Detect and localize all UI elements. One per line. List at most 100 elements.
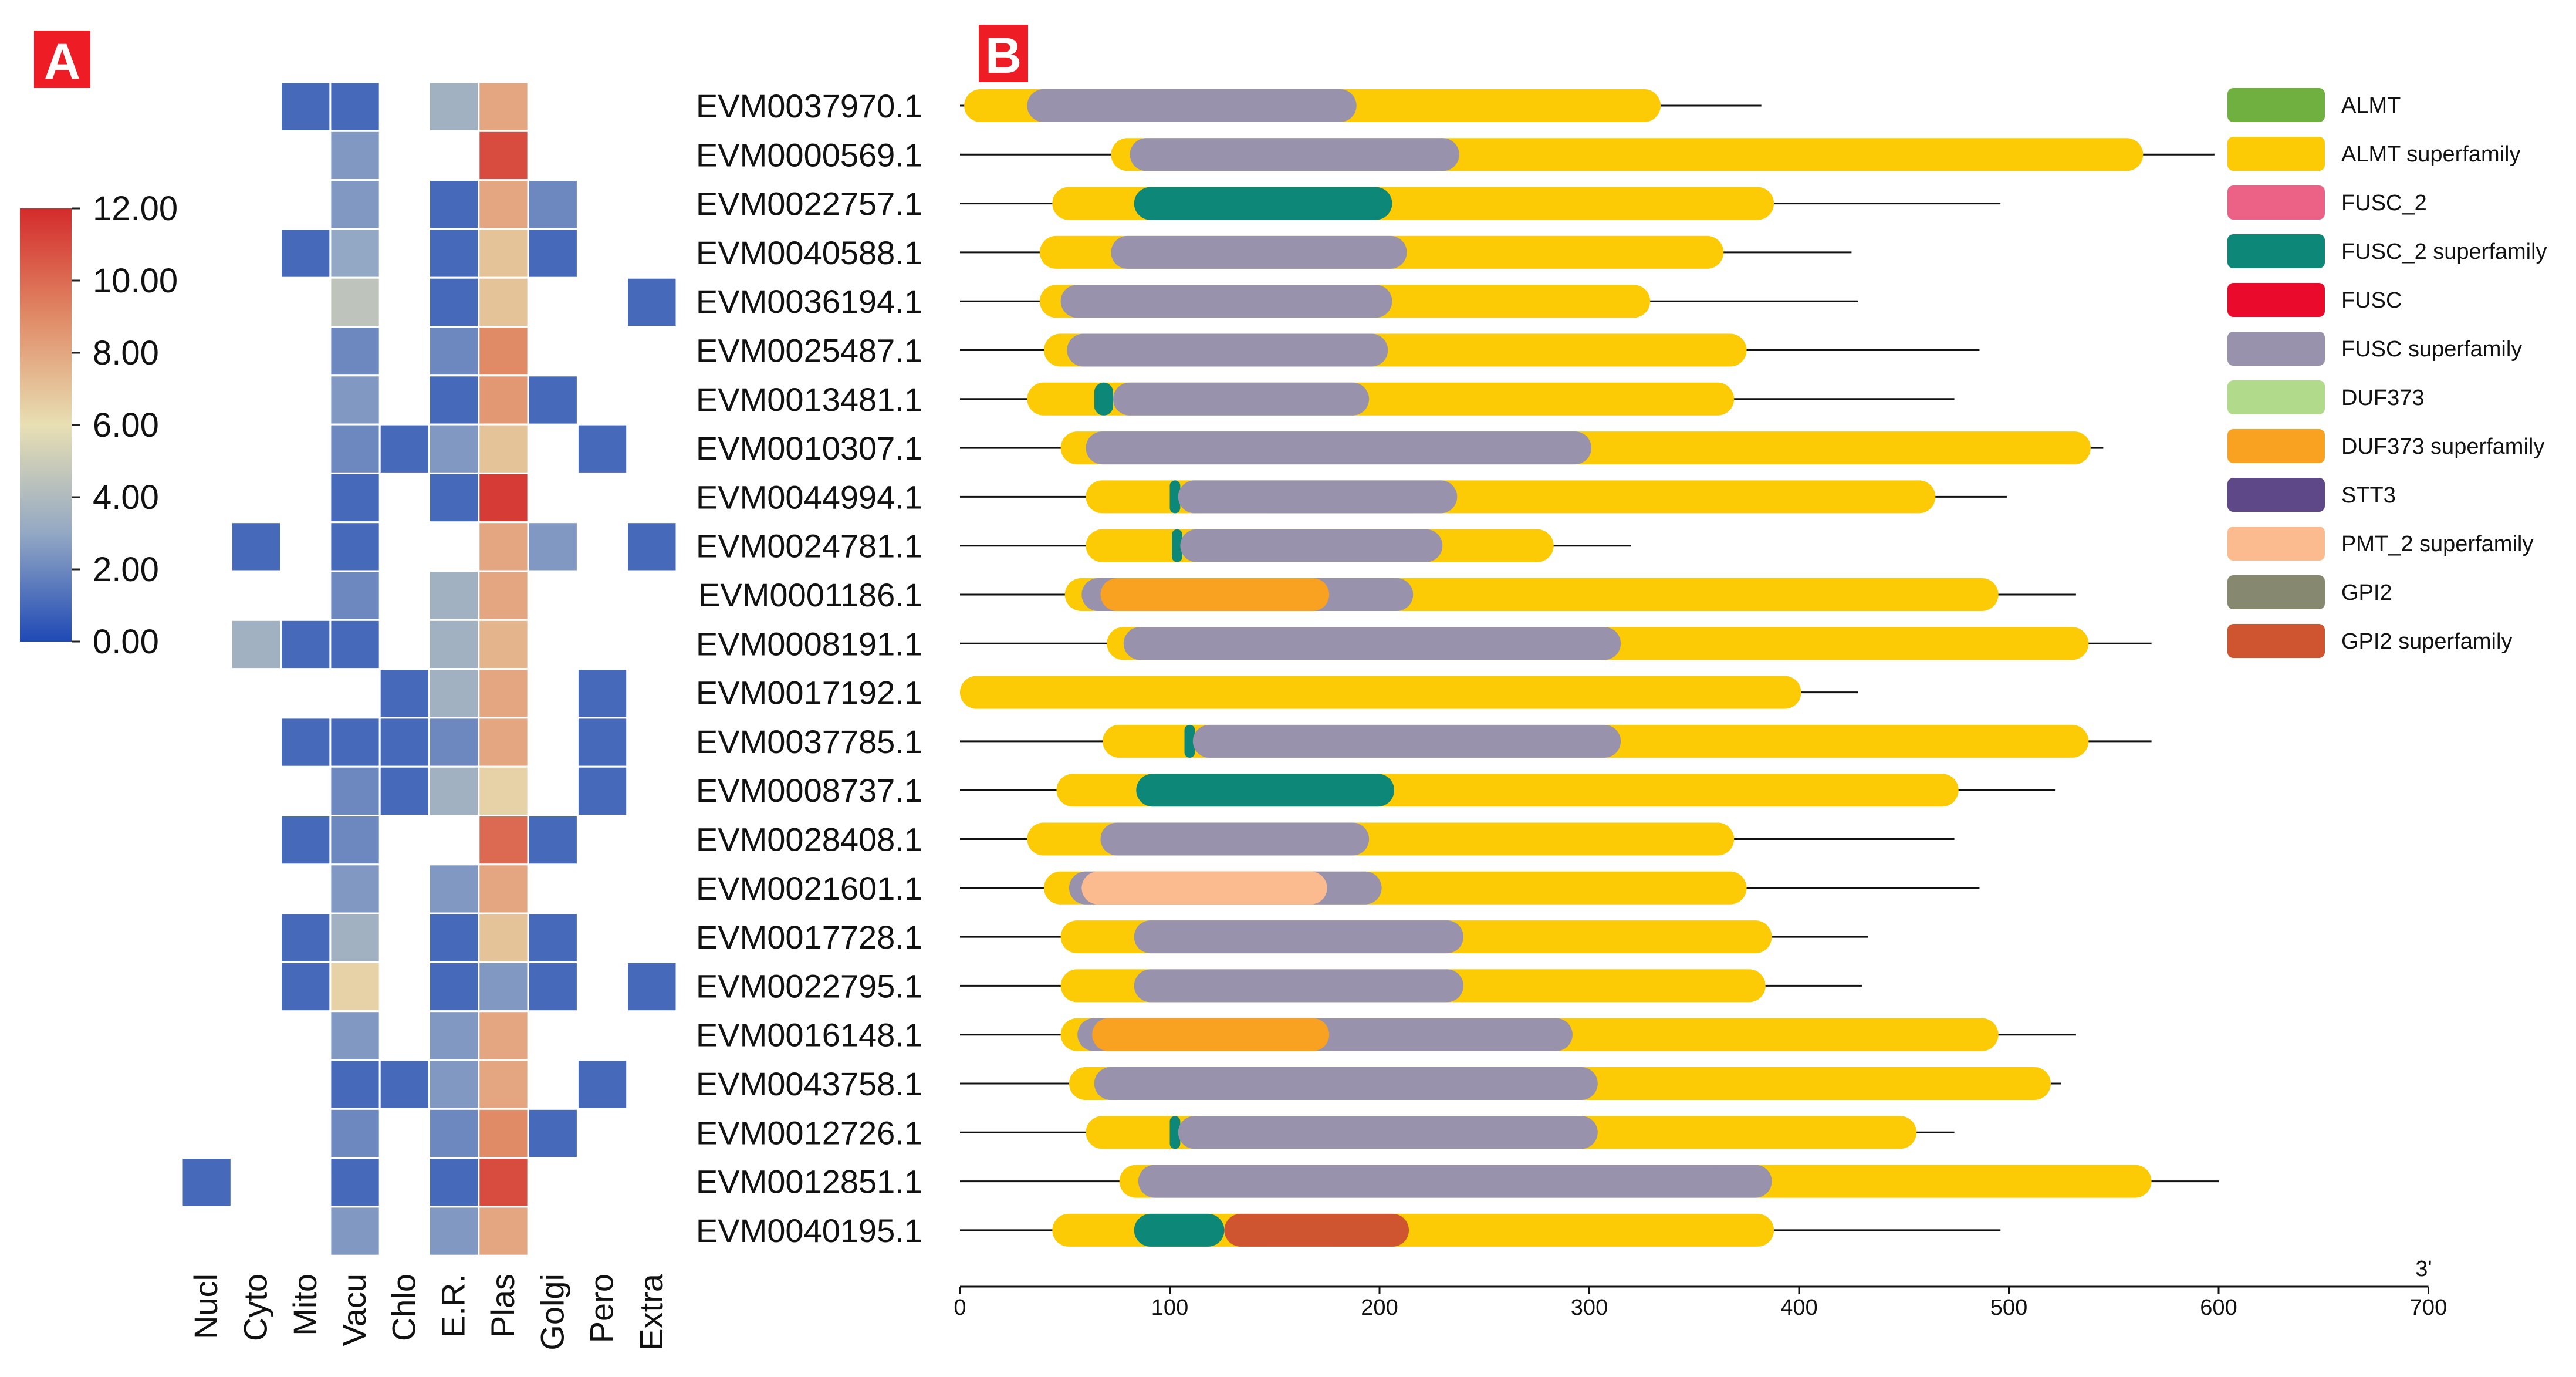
heatmap-cell [478,374,529,426]
heatmap-cell [527,179,579,230]
heatmap-cell [478,765,529,816]
domain-bar [1094,1067,1598,1100]
legend-label: PMT_2 superfamily [2341,532,2533,556]
protein-label: EVM0012851.1 [696,1163,922,1200]
legend-swatch [2227,137,2325,171]
heatmap-cell [626,521,678,572]
heatmap-cell [329,179,381,230]
x-axis-end-label: 3' [2415,1257,2432,1281]
colorbar-tick-label: 6.00 [93,406,159,444]
legend-swatch [2227,283,2325,317]
protein-label: EVM0040588.1 [696,234,922,271]
localization-heatmap [181,81,678,1257]
heatmap-column-label: Cyto [236,1274,273,1341]
legend-swatch [2227,478,2325,512]
domain-bar [1130,138,1459,171]
protein-label: EVM0028408.1 [696,821,922,858]
heatmap-cell [428,570,480,621]
panel-a-label: A [34,31,90,90]
x-axis-tick-label: 600 [2200,1295,2237,1320]
heatmap-cell [478,815,529,866]
heatmap-cell [428,472,480,524]
heatmap-cell [329,863,381,914]
heatmap-cell [478,668,529,719]
heatmap-cell [329,423,381,474]
domain-bar [1192,724,1621,758]
panel-b-label-text: B [985,28,1022,84]
legend-swatch [2227,575,2325,609]
domain-legend: ALMT ALMT superfamily FUSC_2 FUSC_2 superfa… [2227,88,2547,658]
protein-label: EVM0044994.1 [696,478,922,515]
heatmap-cell [428,619,480,670]
heatmap-cell [428,765,480,816]
heatmap-cell [378,423,431,474]
domain-bar [1060,285,1392,318]
domain-bar [960,676,1801,709]
heatmap-cell [329,1010,381,1061]
heatmap-cell [378,1059,431,1110]
heatmap-cell [428,423,480,474]
legend-swatch [2227,88,2325,122]
heatmap-cell [428,961,480,1013]
heatmap-cell [626,276,678,328]
heatmap-cell [478,228,529,279]
domain-bar [1134,969,1463,1003]
protein-label: EVM0037970.1 [696,87,922,124]
heatmap-cell [478,1010,529,1061]
heatmap-cell [428,912,480,963]
x-axis-tick-label: 100 [1151,1295,1188,1320]
colorbar-tick-label: 12.00 [93,190,178,228]
x-axis-tick-label: 0 [954,1295,966,1320]
domain-bar [1123,627,1621,660]
legend-swatch [2227,526,2325,561]
heatmap-cell [230,619,282,670]
heatmap-cell [329,81,381,132]
heatmap-cell [478,130,529,181]
heatmap-cell [280,912,332,963]
heatmap-column-label: Vacu [336,1274,373,1346]
x-axis-tick-label: 400 [1780,1295,1817,1320]
heatmap-cell [576,668,628,719]
heatmap-cell [478,423,529,474]
panel-b-label: B [979,25,1028,84]
protein-label: EVM0021601.1 [696,870,922,907]
heatmap-cell [329,276,381,328]
domain-bar [1134,920,1463,954]
heatmap-column-label: E.R. [435,1274,472,1338]
domain-bar [1134,1213,1225,1247]
heatmap-column-label: Nucl [187,1274,224,1339]
legend-label: FUSC superfamily [2341,337,2522,362]
heatmap-cell [576,423,628,474]
protein-label: EVM0043758.1 [696,1065,922,1102]
domain-bar [1111,235,1407,269]
protein-label: EVM0016148.1 [696,1017,922,1054]
heatmap-column-label: Plas [484,1274,521,1338]
legend-swatch [2227,234,2325,268]
heatmap-cell [527,374,579,426]
domain-bar [1169,1116,1181,1149]
heatmap-column-labels: Nucl Cyto Mito Vacu Chlo E.R. Plas Golgi Pero Ext… [187,1273,670,1351]
heatmap-cell [329,717,381,768]
legend-label: STT3 [2341,483,2396,508]
legend-label: FUSC_2 superfamily [2341,239,2547,264]
heatmap-cell [478,961,529,1013]
heatmap-cell [378,765,431,816]
legend-swatch [2227,624,2325,658]
heatmap-cell [478,570,529,621]
heatmap-cell [478,1059,529,1110]
domain-bar [1100,822,1370,856]
protein-label: EVM0013481.1 [696,381,922,418]
colorbar-tick-label: 10.00 [93,262,178,300]
protein-label: EVM0017728.1 [696,919,922,956]
heatmap-cell [478,863,529,914]
heatmap-cell [181,1157,232,1208]
protein-label: EVM0022757.1 [696,185,922,222]
x-axis-tick-label: 300 [1571,1295,1608,1320]
heatmap-cell [428,1010,480,1061]
heatmap-cell [280,81,332,132]
domain-bar [1224,1213,1409,1247]
heatmap-cell [329,130,381,181]
protein-label: EVM0040195.1 [696,1212,922,1249]
heatmap-cell [428,1108,480,1159]
